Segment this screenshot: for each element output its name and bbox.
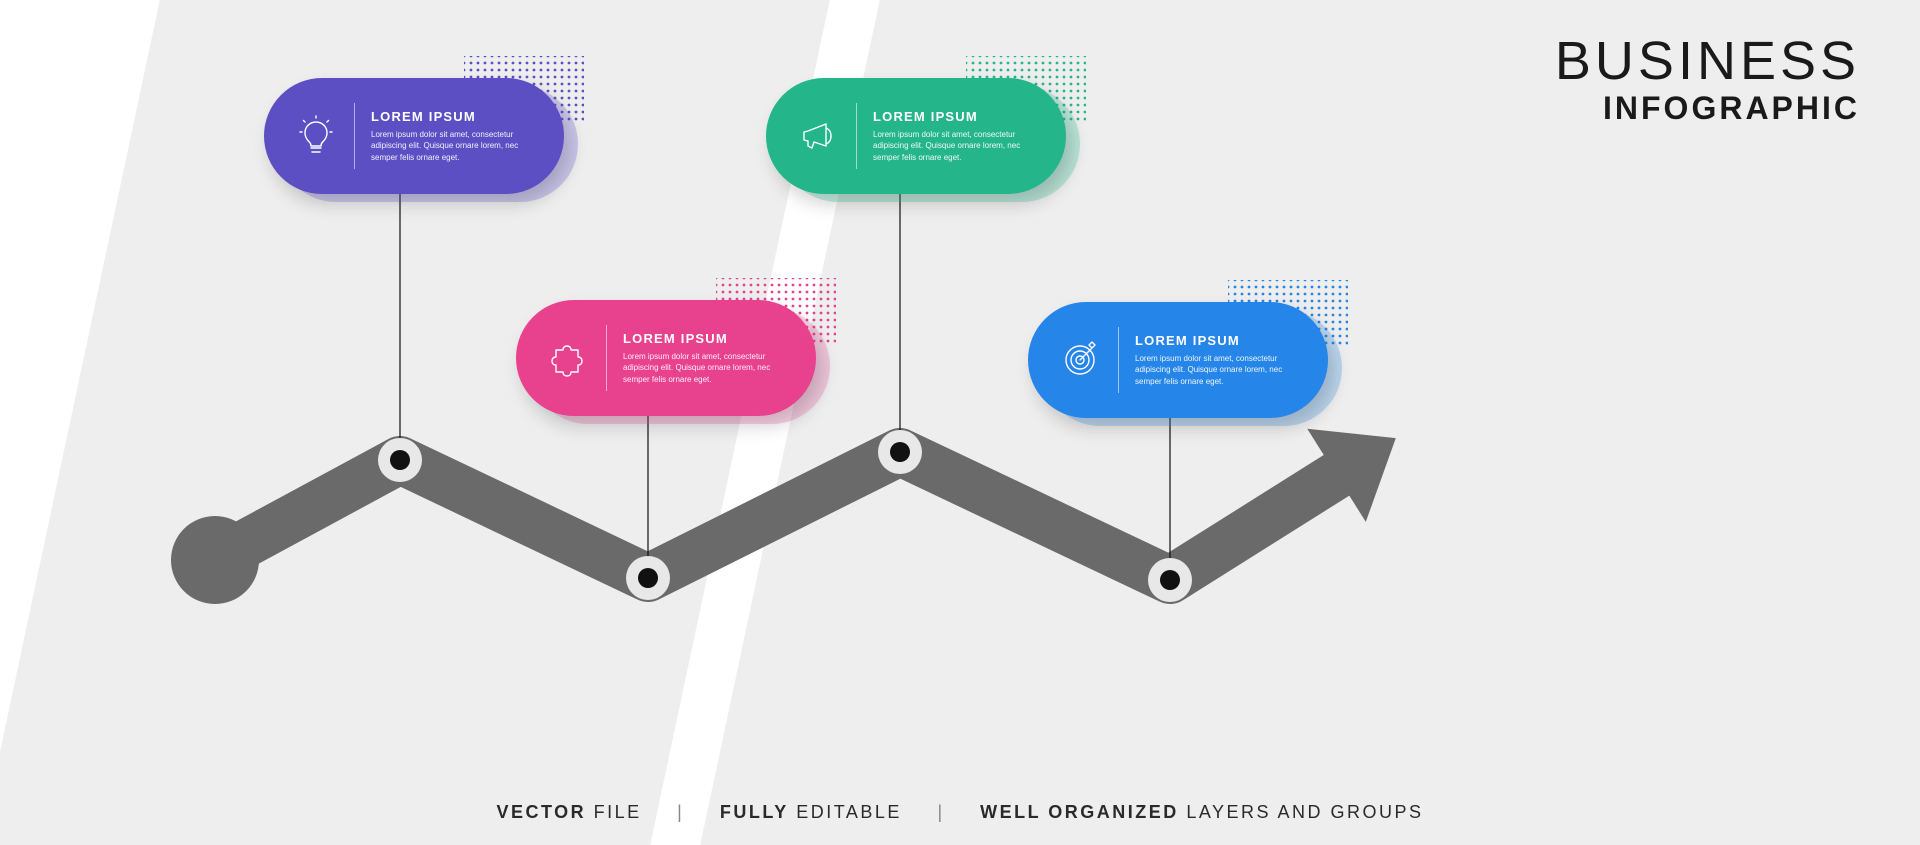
pill-body: Lorem ipsum dolor sit amet, consectetur … (623, 351, 790, 386)
header: BUSINESS INFOGRAPHIC (1555, 30, 1860, 127)
footer-part-3: WELL ORGANIZED LAYERS AND GROUPS (980, 802, 1423, 822)
header-subtitle: INFOGRAPHIC (1555, 90, 1860, 127)
header-title: BUSINESS (1555, 30, 1860, 92)
pill-card: LOREM IPSUM Lorem ipsum dolor sit amet, c… (264, 78, 564, 194)
pill-divider (606, 325, 607, 391)
pill-text: LOREM IPSUM Lorem ipsum dolor sit amet, c… (623, 331, 790, 386)
pill-card: LOREM IPSUM Lorem ipsum dolor sit amet, c… (1028, 302, 1328, 418)
pill-divider (354, 103, 355, 169)
target-icon (1054, 338, 1106, 382)
puzzle-icon (542, 336, 594, 380)
lightbulb-icon (290, 114, 342, 158)
infographic-stage: BUSINESS INFOGRAPHIC LOREM IPSUM Lorem ip… (0, 0, 1920, 845)
footer-sep-2: | (937, 802, 944, 822)
footer: VECTOR FILE | FULLY EDITABLE | WELL ORGA… (0, 802, 1920, 823)
pill-body: Lorem ipsum dolor sit amet, consectetur … (873, 129, 1040, 164)
pill-card: LOREM IPSUM Lorem ipsum dolor sit amet, c… (516, 300, 816, 416)
footer-part-2: FULLY EDITABLE (720, 802, 902, 822)
pill-text: LOREM IPSUM Lorem ipsum dolor sit amet, c… (873, 109, 1040, 164)
pill-title: LOREM IPSUM (873, 109, 1040, 124)
footer-part-1: VECTOR FILE (496, 802, 641, 822)
pill-body: Lorem ipsum dolor sit amet, consectetur … (371, 129, 538, 164)
pill-title: LOREM IPSUM (371, 109, 538, 124)
pill-text: LOREM IPSUM Lorem ipsum dolor sit amet, c… (1135, 333, 1302, 388)
pill-card: LOREM IPSUM Lorem ipsum dolor sit amet, c… (766, 78, 1066, 194)
pill-divider (1118, 327, 1119, 393)
pill-title: LOREM IPSUM (1135, 333, 1302, 348)
pill-divider (856, 103, 857, 169)
pill-title: LOREM IPSUM (623, 331, 790, 346)
pill-body: Lorem ipsum dolor sit amet, consectetur … (1135, 353, 1302, 388)
footer-sep-1: | (677, 802, 684, 822)
pill-text: LOREM IPSUM Lorem ipsum dolor sit amet, c… (371, 109, 538, 164)
megaphone-icon (792, 114, 844, 158)
